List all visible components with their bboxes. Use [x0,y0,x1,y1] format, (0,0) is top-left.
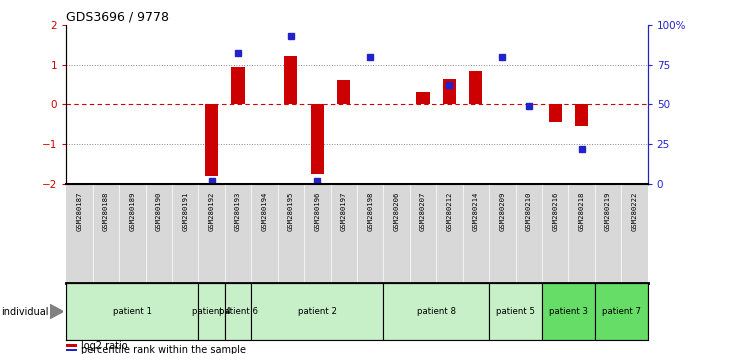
Text: patient 7: patient 7 [602,307,641,316]
Text: GSM280187: GSM280187 [77,192,82,232]
Text: GSM280195: GSM280195 [288,192,294,232]
Bar [575,104,588,126]
Text: GSM280209: GSM280209 [499,192,506,232]
Text: patient 4: patient 4 [192,307,231,316]
Text: GSM280210: GSM280210 [526,192,531,232]
Bar [224,283,251,340]
Text: GSM280194: GSM280194 [261,192,267,232]
Bar [542,283,595,340]
Bar [595,283,648,340]
Bar [66,283,199,340]
Bar [284,56,297,104]
Text: GSM280190: GSM280190 [156,192,162,232]
Text: GDS3696 / 9778: GDS3696 / 9778 [66,11,169,24]
Bar [443,79,456,104]
Text: GSM280212: GSM280212 [447,192,453,232]
Bar [337,80,350,104]
Text: GSM280197: GSM280197 [341,192,347,232]
Bar [66,349,77,351]
Text: GSM280189: GSM280189 [130,192,135,232]
Text: patient 1: patient 1 [113,307,152,316]
Bar [383,283,489,340]
Text: GSM280214: GSM280214 [473,192,479,232]
Text: GSM280222: GSM280222 [631,192,637,232]
Polygon shape [50,304,63,319]
Text: GSM280196: GSM280196 [314,192,320,232]
Bar [417,92,430,104]
Text: patient 5: patient 5 [496,307,535,316]
Bar [311,104,324,174]
Text: GSM280188: GSM280188 [103,192,109,232]
Text: GSM280219: GSM280219 [605,192,611,232]
Bar [548,104,562,122]
Text: GSM280207: GSM280207 [420,192,426,232]
Text: individual: individual [1,307,49,316]
Text: GSM280192: GSM280192 [208,192,215,232]
Text: GSM280198: GSM280198 [367,192,373,232]
Bar [251,283,383,340]
Text: GSM280193: GSM280193 [235,192,241,232]
Bar [470,70,483,104]
Text: percentile rank within the sample: percentile rank within the sample [81,345,246,354]
Bar [199,283,224,340]
Text: patient 2: patient 2 [298,307,337,316]
Text: log2 ratio: log2 ratio [81,341,127,351]
Text: patient 8: patient 8 [417,307,456,316]
Bar [205,104,218,176]
Text: patient 6: patient 6 [219,307,258,316]
Text: GSM280206: GSM280206 [394,192,400,232]
Bar [231,67,244,104]
Text: GSM280191: GSM280191 [183,192,188,232]
Text: GSM280218: GSM280218 [578,192,584,232]
Bar [489,283,542,340]
Text: GSM280216: GSM280216 [552,192,558,232]
Bar [66,344,77,347]
Text: patient 3: patient 3 [549,307,588,316]
